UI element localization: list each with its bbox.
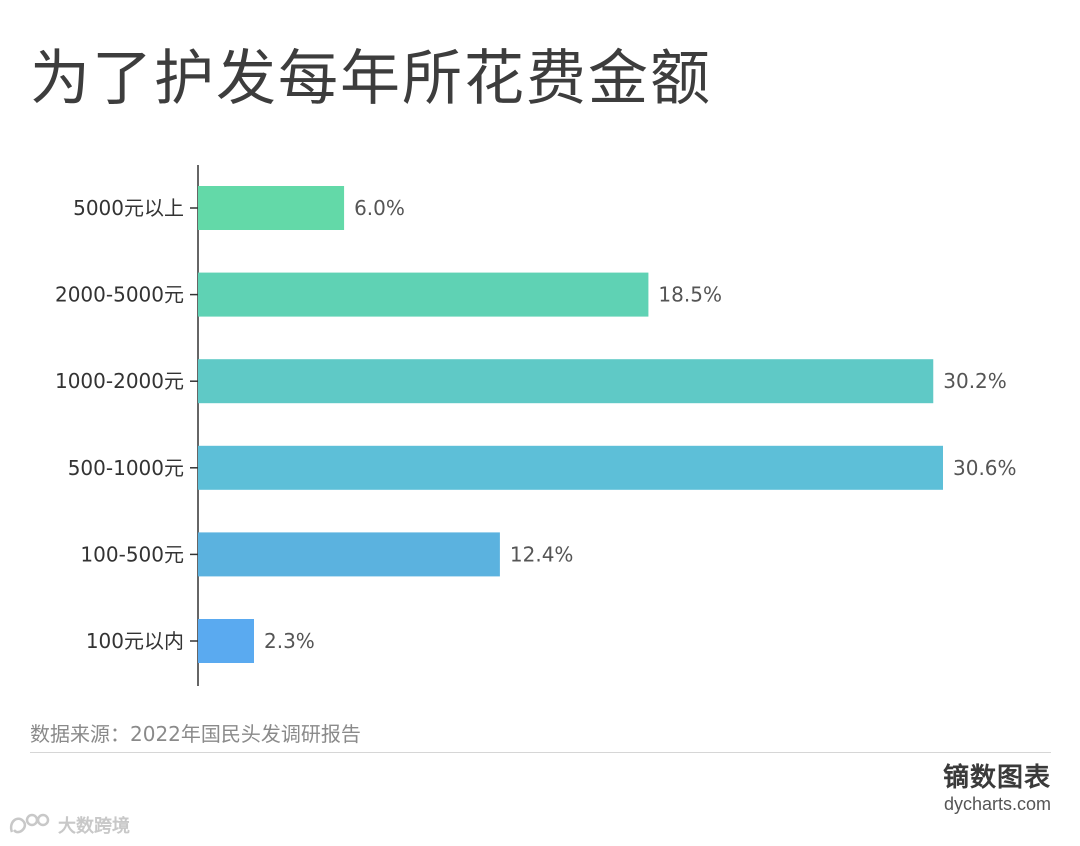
value-label: 12.4% [510,542,574,566]
footer-divider [30,752,1051,753]
value-label: 30.6% [953,456,1017,480]
bar [198,532,500,577]
category-label: 100-500元 [80,542,184,566]
bar [198,272,649,317]
chart-title: 为了护发每年所花费金额 [30,44,712,114]
brand-block: 镝数图表 dycharts.com [942,763,1051,815]
category-label: 1000-2000元 [55,369,184,393]
bar-chart: 5000元以上 6.0% 2000-5000元 18.5% 1000-2000元 30.2… [55,165,1017,686]
brand-name: 镝数图表 [942,763,1051,793]
category-label: 500-1000元 [68,456,184,480]
bar [198,445,943,490]
watermark: 大数跨境 [8,812,130,838]
data-source-note: 数据来源：2022年国民头发调研报告 [30,722,361,746]
bar [198,359,934,404]
category-label: 100元以内 [86,629,184,653]
value-label: 30.2% [943,369,1007,393]
value-label: 6.0% [354,196,405,220]
brand-url: dycharts.com [943,793,1051,814]
value-label: 18.5% [658,283,722,307]
watermark-text: 大数跨境 [58,816,130,837]
watermark-logo-icon [9,813,50,834]
bar [198,186,345,230]
bar [198,619,254,663]
category-label: 5000元以上 [73,196,184,220]
value-label: 2.3% [264,629,315,653]
category-label: 2000-5000元 [55,283,184,307]
